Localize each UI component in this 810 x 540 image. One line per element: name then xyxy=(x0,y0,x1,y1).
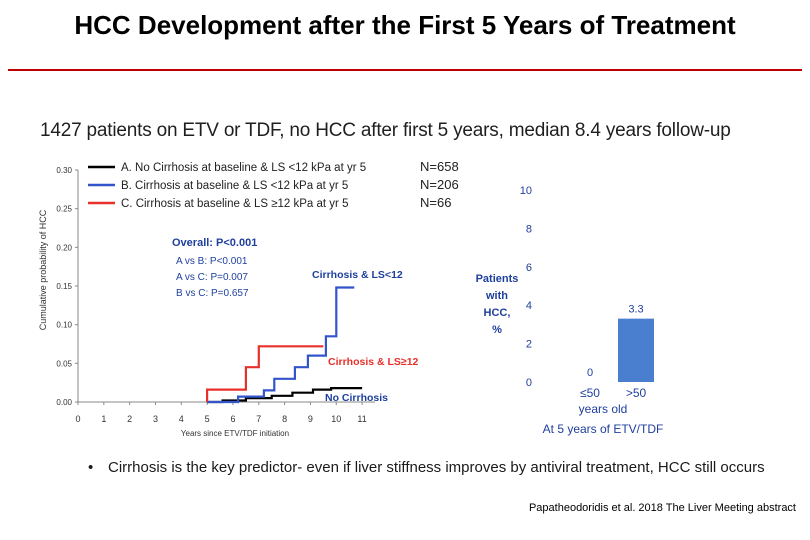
bar-chart-footer: At 5 years of ETV/TDF xyxy=(543,422,664,436)
p-value-box: Overall: P<0.001 A vs B: P<0.001 A vs C:… xyxy=(172,237,257,299)
curve-label-cirrhosis-ls-high: Cirrhosis & LS≥12 xyxy=(328,356,419,368)
x-tick-label: 1 xyxy=(101,414,106,424)
y-tick-label: 0.05 xyxy=(56,359,72,368)
y-tick-label: 0 xyxy=(526,377,532,389)
legend-label: C. Cirrhosis at baseline & LS ≥12 kPa at… xyxy=(121,198,348,210)
y-tick-label: 8 xyxy=(526,223,532,235)
x-tick-label: 0 xyxy=(75,414,80,424)
legend-label: A. No Cirrhosis at baseline & LS <12 kPa… xyxy=(121,162,366,174)
legend-n-count: N=658 xyxy=(420,159,459,174)
page-title: HCC Development after the First 5 Years … xyxy=(60,10,750,40)
y-axis-label: with xyxy=(485,290,508,302)
y-tick-label: 0.15 xyxy=(56,282,72,291)
x-tick-label: 2 xyxy=(127,414,132,424)
x-axis-label: years old xyxy=(579,402,628,416)
title-divider xyxy=(8,69,802,71)
bar-value-label: 0 xyxy=(587,367,593,379)
category-label: >50 xyxy=(626,386,647,400)
x-tick-label: 5 xyxy=(205,414,210,424)
category-label: ≤50 xyxy=(580,386,600,400)
y-tick-label: 2 xyxy=(526,339,532,351)
y-tick-label: 4 xyxy=(526,300,532,312)
y-tick-label: 0.30 xyxy=(56,166,72,175)
x-tick-label: 9 xyxy=(308,414,313,424)
x-tick-label: 4 xyxy=(179,414,184,424)
pairwise-p-value: A vs B: P<0.001 xyxy=(176,256,248,267)
curve-label-cirrhosis-ls-low: Cirrhosis & LS<12 xyxy=(312,269,403,281)
y-axis-label: Patients xyxy=(476,273,519,285)
citation: Papatheodoridis et al. 2018 The Liver Me… xyxy=(529,502,796,514)
study-summary: 1427 patients on ETV or TDF, no HCC afte… xyxy=(40,120,731,142)
y-axis-label: % xyxy=(492,324,502,336)
x-tick-label: 10 xyxy=(331,414,341,424)
x-tick-label: 7 xyxy=(256,414,261,424)
x-tick-label: 8 xyxy=(282,414,287,424)
y-tick-label: 6 xyxy=(526,262,532,274)
y-axis-label: Cumulative probability of HCC xyxy=(38,209,48,330)
y-tick-label: 0.10 xyxy=(56,321,72,330)
x-tick-label: 11 xyxy=(357,414,366,424)
overall-p-value: Overall: P<0.001 xyxy=(172,237,257,249)
x-axis-label: Years since ETV/TDF initiation xyxy=(181,429,289,438)
bullet-marker: • xyxy=(88,458,93,478)
bar xyxy=(618,319,654,382)
pairwise-p-value: B vs C: P=0.657 xyxy=(176,288,249,299)
curve-label-no-cirrhosis: No Cirrhosis xyxy=(325,392,388,404)
legend-n-count: N=66 xyxy=(420,195,451,210)
x-tick-label: 3 xyxy=(153,414,158,424)
series-line xyxy=(207,288,354,403)
bar-value-label: 3.3 xyxy=(628,304,643,316)
y-tick-label: 0.25 xyxy=(56,205,72,214)
km-chart: Cumulative probability of HCC 0.00 0.05 0.… xyxy=(30,150,510,450)
x-tick-label: 6 xyxy=(230,414,235,424)
legend-label: B. Cirrhosis at baseline & LS <12 kPa at… xyxy=(121,180,348,192)
y-tick-label: 0.00 xyxy=(56,398,72,407)
y-tick-label: 0.20 xyxy=(56,243,72,252)
y-tick-label: 10 xyxy=(520,185,532,197)
pairwise-p-value: A vs C: P=0.007 xyxy=(176,272,248,283)
bar-chart: Patients with HCC,% 0 2 4 6 8 10 0 ≤50 3.3 >50 yea… xyxy=(460,170,700,440)
key-finding-bullet: Cirrhosis is the key predictor- even if … xyxy=(108,458,788,478)
legend-n-count: N=206 xyxy=(420,177,459,192)
y-axis-label: HCC, xyxy=(484,307,511,319)
